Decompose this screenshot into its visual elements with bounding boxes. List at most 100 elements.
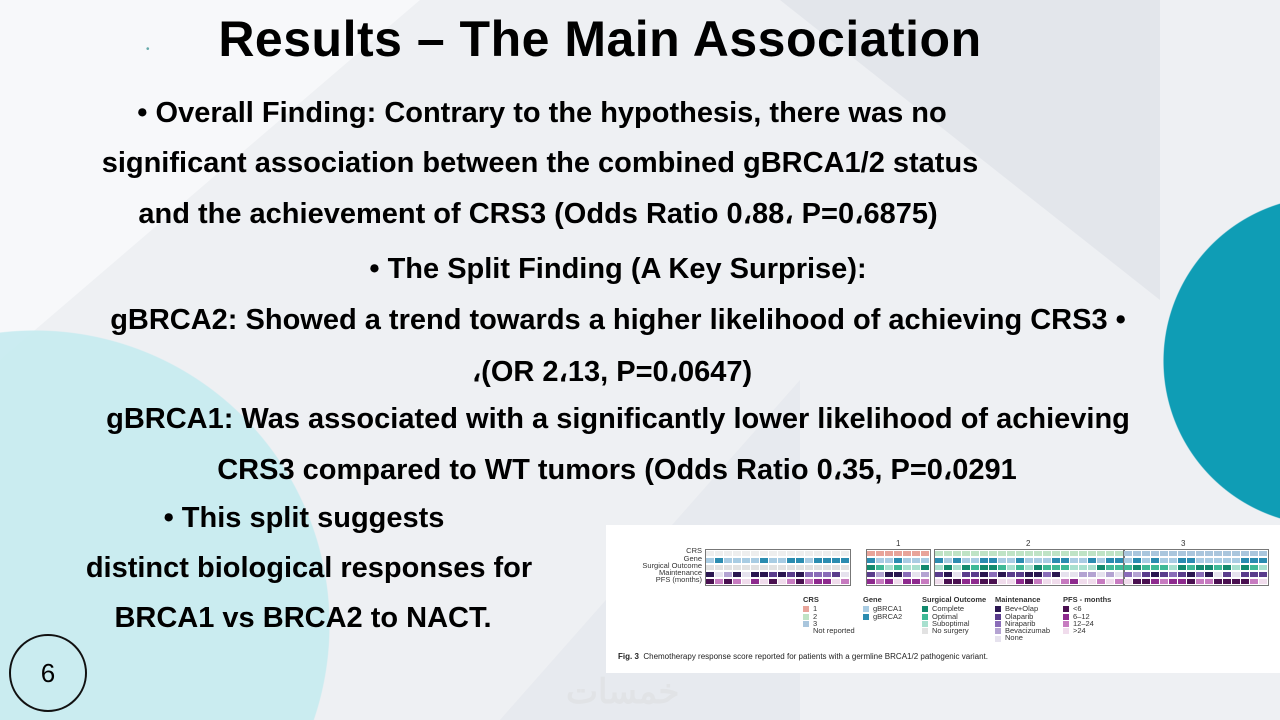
heatmap-tile <box>805 565 813 570</box>
heatmap-tile <box>724 558 732 563</box>
heatmap-tile <box>823 558 831 563</box>
heatmap-tile <box>1187 572 1195 577</box>
heatmap-tile <box>796 572 804 577</box>
heatmap-tile <box>1259 572 1267 577</box>
bullet-line: CRS3 compared to WT tumors (Odds Ratio 0… <box>217 454 1017 486</box>
heatmap-tile <box>876 565 884 570</box>
group-frame <box>1123 549 1269 586</box>
legend-3: Maintenance Bev+Olap Olaparib Niraparib Beva… <box>995 596 1050 642</box>
heatmap-tile <box>1088 565 1096 570</box>
heatmap-tile <box>1142 565 1150 570</box>
heatmap-tile <box>769 579 777 584</box>
legend-label: 1 <box>813 604 818 614</box>
heatmap-tile <box>1088 558 1096 563</box>
legend-item: Complete <box>922 605 986 613</box>
heatmap-tile <box>912 551 920 556</box>
heatmap-tile <box>796 579 804 584</box>
decorative-dot: • <box>146 44 150 55</box>
heatmap-tile <box>841 579 849 584</box>
legend-item: gBRCA2 <box>863 612 902 620</box>
heatmap-tile <box>814 551 822 556</box>
heatmap-tile <box>1232 579 1240 584</box>
heatmap-tile <box>1196 558 1204 563</box>
heatmap-tile <box>823 551 831 556</box>
heatmap-tile <box>724 565 732 570</box>
legend-swatch <box>922 628 928 635</box>
heatmap-tile <box>778 572 786 577</box>
heatmap-tile <box>778 558 786 563</box>
heatmap-tile <box>867 558 875 563</box>
legend-label: Not reported <box>813 626 855 636</box>
heatmap-tile <box>1151 565 1159 570</box>
heatmap-tile <box>1061 579 1069 584</box>
heatmap-tile <box>998 558 1006 563</box>
row-label-pfs: PFS (months) <box>655 575 702 584</box>
heatmap-tile <box>1025 565 1033 570</box>
heatmap-tile <box>706 579 714 584</box>
heatmap-tile <box>1070 551 1078 556</box>
legend-2: Surgical Outcome Complete Optimal Suboptima… <box>922 596 986 634</box>
heatmap-tile <box>962 558 970 563</box>
legend-title: Surgical Outcome <box>922 595 987 604</box>
heatmap-tile <box>1142 572 1150 577</box>
heatmap-tile <box>1007 572 1015 577</box>
heatmap-tile <box>1043 565 1051 570</box>
heatmap-tile <box>1025 558 1033 563</box>
heatmap-tile <box>1088 572 1096 577</box>
heatmap-tile <box>814 565 822 570</box>
heatmap-tile <box>742 565 750 570</box>
background-shape <box>780 0 1160 300</box>
heatmap-tile <box>1124 579 1132 584</box>
heatmap-tile <box>1259 558 1267 563</box>
heatmap-tile <box>903 579 911 584</box>
decorative-circle-teal <box>1163 196 1280 526</box>
row-label-crs: CRS <box>686 546 702 555</box>
heatmap-tile <box>867 579 875 584</box>
heatmap-tile <box>980 579 988 584</box>
heatmap-tile <box>1052 572 1060 577</box>
heatmap-tile <box>1070 558 1078 563</box>
legend-swatch <box>803 628 809 635</box>
heatmap-tile <box>921 579 929 584</box>
heatmap-tile <box>1169 565 1177 570</box>
heatmap-tile <box>1259 565 1267 570</box>
heatmap-tile <box>1052 551 1060 556</box>
legend-item: 12–24 <box>1063 620 1111 627</box>
heatmap-tile <box>1232 565 1240 570</box>
heatmap-tile <box>724 572 732 577</box>
bullet-line: ،(OR 2،13, P=0،0647) <box>471 356 753 388</box>
heatmap-tile <box>742 572 750 577</box>
heatmap-tile <box>894 565 902 570</box>
heatmap-tile <box>1025 579 1033 584</box>
heatmap-tile <box>1133 565 1141 570</box>
heatmap-tile <box>1124 558 1132 563</box>
heatmap-tile <box>1079 551 1087 556</box>
heatmap-tile <box>706 565 714 570</box>
heatmap-tile <box>769 558 777 563</box>
legend-swatch <box>995 606 1001 613</box>
heatmap-tile <box>1070 579 1078 584</box>
heatmap-tile <box>1097 551 1105 556</box>
heatmap-tile <box>1160 572 1168 577</box>
heatmap-tile <box>796 565 804 570</box>
heatmap-tile <box>998 579 1006 584</box>
heatmap-tile <box>935 572 943 577</box>
heatmap-tile <box>980 565 988 570</box>
legend-item: <6 <box>1063 604 1111 614</box>
heatmap-tile <box>894 551 902 556</box>
heatmap-tile <box>706 572 714 577</box>
heatmap-tile <box>944 579 952 584</box>
heatmap-tile <box>1223 558 1231 563</box>
caption-text: Chemotherapy response score reported for… <box>643 652 988 661</box>
heatmap-tile <box>1187 558 1195 563</box>
heatmap-tile <box>706 551 714 556</box>
watermark-logo: خمسات <box>566 673 680 711</box>
heatmap-tile <box>1061 572 1069 577</box>
heatmap-tile <box>841 551 849 556</box>
heatmap-tile <box>912 572 920 577</box>
heatmap-tile <box>1241 572 1249 577</box>
legend-label: <6 <box>1073 604 1082 614</box>
heatmap-tile <box>903 572 911 577</box>
heatmap-tile <box>971 579 979 584</box>
legend-swatch <box>995 635 1001 642</box>
